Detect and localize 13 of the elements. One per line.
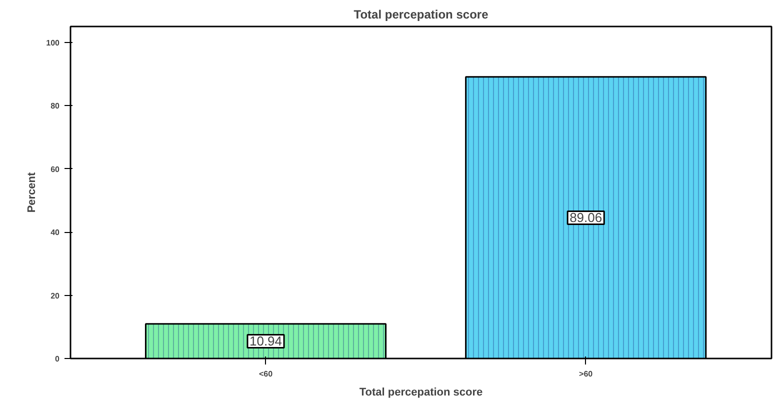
data-label: 89.06 bbox=[570, 210, 602, 226]
y-tick-label: 40 bbox=[50, 228, 60, 238]
x-axis-title: Total percepation score bbox=[359, 386, 483, 398]
y-tick-label: 80 bbox=[50, 102, 60, 111]
data-label: 10.94 bbox=[249, 334, 282, 349]
y-tick-label: 100 bbox=[46, 38, 60, 48]
y-tick-label: 60 bbox=[50, 164, 60, 174]
y-tick-label: 20 bbox=[50, 291, 60, 300]
y-axis-title: Percent bbox=[26, 172, 38, 213]
x-tick-label: >60 bbox=[579, 370, 594, 378]
x-tick-label: <60 bbox=[258, 370, 274, 378]
y-tick-label: 0 bbox=[55, 354, 60, 364]
chart-title: Total percepation score bbox=[354, 8, 489, 22]
